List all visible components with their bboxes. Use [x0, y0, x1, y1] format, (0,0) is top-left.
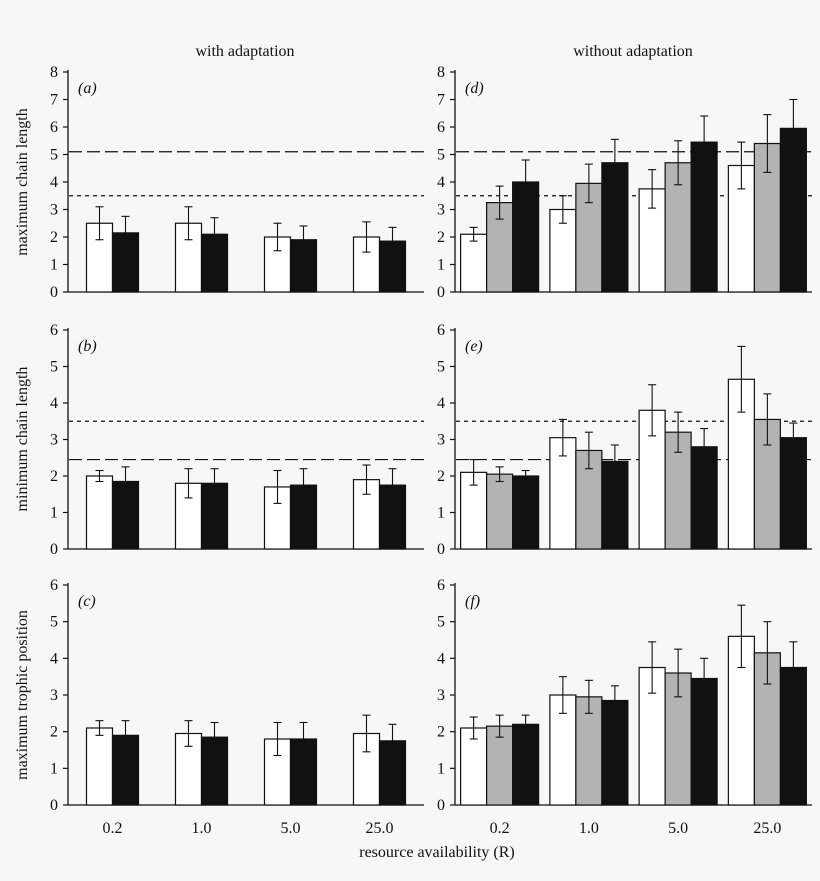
y-tick-label: 3 [50, 432, 58, 449]
panel-label: (b) [78, 338, 97, 355]
y-tick-label: 0 [50, 284, 58, 301]
y-tick-label: 4 [437, 650, 445, 667]
y-tick-label: 5 [437, 147, 445, 164]
y-tick-label: 0 [50, 541, 58, 558]
panel-e: 0 1 2 3 4 5 6 (e) [437, 322, 812, 558]
x-tick-label: 0.2 [103, 820, 123, 837]
y-tick-label: 1 [50, 505, 58, 522]
x-tick-label: 1.0 [192, 820, 212, 837]
y-tick-label: 1 [437, 257, 445, 274]
bar-black-250 [779, 437, 807, 550]
bar-grey-02 [486, 473, 514, 550]
y-tick-label: 6 [50, 119, 58, 136]
bar-white-10 [174, 482, 203, 550]
y-tick-label: 5 [437, 359, 445, 376]
y-tick-label: 1 [437, 505, 445, 522]
bar-white-02 [85, 475, 114, 550]
y-tick-label: 2 [437, 229, 445, 246]
panel-c: 0 1 2 3 4 5 6 (c) 0.2 1.0 5.0 25.0 [50, 577, 424, 837]
y-tick-label: 3 [437, 432, 445, 449]
bar-grey-02 [486, 725, 514, 806]
y-tick-label: 7 [50, 92, 58, 109]
y-tick-label: 5 [437, 614, 445, 631]
y-tick-label: 3 [50, 202, 58, 219]
y-tick-label: 3 [50, 687, 58, 704]
x-tick-label: 25.0 [753, 820, 781, 837]
y-tick-label: 2 [50, 229, 58, 246]
bar-white-02 [460, 233, 488, 293]
bar-white-02 [85, 727, 114, 806]
panel-label: (d) [465, 80, 484, 97]
y-label-row-1: maximum chain length [14, 108, 31, 256]
y-tick-label: 4 [437, 395, 445, 412]
y-tick-label: 6 [437, 577, 445, 594]
y-tick-label: 3 [437, 202, 445, 219]
y-tick-label: 0 [437, 797, 445, 814]
x-tick-label: 0.2 [490, 820, 510, 837]
y-tick-label: 1 [50, 257, 58, 274]
y-tick-label: 7 [437, 92, 445, 109]
y-tick-label: 2 [50, 724, 58, 741]
y-tick-label: 4 [50, 395, 58, 412]
y-tick-label: 1 [50, 760, 58, 777]
x-tick-label: 5.0 [281, 820, 301, 837]
panel-label: (c) [78, 593, 96, 610]
y-tick-label: 2 [50, 468, 58, 485]
bar-black-02 [512, 475, 540, 550]
panel-b: 0 1 2 3 4 5 6 (b) [50, 322, 424, 558]
y-tick-label: 5 [50, 614, 58, 631]
y-tick-label: 0 [437, 541, 445, 558]
y-tick-label: 0 [50, 797, 58, 814]
panel-label: (e) [465, 338, 483, 355]
panel-d: 0 1 2 3 4 5 6 7 8 (d) [437, 64, 812, 301]
y-tick-label: 6 [50, 577, 58, 594]
x-axis-label: resource availability (R) [359, 844, 515, 861]
bar-black-10 [601, 460, 629, 550]
y-tick-label: 6 [50, 322, 58, 339]
y-label-row-2: minimum chain length [14, 367, 31, 512]
panel-label: (a) [78, 80, 97, 97]
bar-black-50 [690, 677, 718, 806]
y-tick-label: 1 [437, 760, 445, 777]
y-tick-label: 8 [50, 64, 58, 81]
y-tick-label: 8 [437, 64, 445, 81]
y-tick-label: 0 [437, 284, 445, 301]
y-tick-label: 2 [437, 724, 445, 741]
bar-black-10 [601, 699, 629, 806]
y-tick-label: 4 [437, 174, 445, 191]
y-tick-label: 4 [50, 650, 58, 667]
y-label-row-3: maximum trophic position [14, 610, 31, 780]
y-tick-label: 6 [437, 119, 445, 136]
y-tick-label: 6 [437, 322, 445, 339]
y-tick-label: 3 [437, 687, 445, 704]
column-title-left: with adaptation [195, 43, 294, 60]
bar-white-02 [460, 727, 488, 806]
x-tick-label: 25.0 [366, 820, 394, 837]
bar-black-02 [512, 723, 540, 806]
column-title-right: without adaptation [573, 43, 693, 60]
y-tick-label: 4 [50, 174, 58, 191]
panel-a: 0 1 2 3 4 5 6 7 8 (a) [50, 64, 424, 301]
x-tick-label: 5.0 [668, 820, 688, 837]
panels-group: 0 1 2 3 4 5 6 7 8 (a) 0 1 2 3 4 5 6 (b) 0 1 2 3 4 5 6 (c) 0.2 1.0 5.… [50, 64, 812, 837]
panel-label: (f) [465, 593, 480, 610]
y-tick-label: 5 [50, 359, 58, 376]
y-tick-label: 2 [437, 468, 445, 485]
y-tick-label: 5 [50, 147, 58, 164]
x-tick-label: 1.0 [579, 820, 599, 837]
bar-black-10 [200, 233, 229, 293]
panel-f: 0 1 2 3 4 5 6 (f) 0.2 1.0 5.0 25.0 [437, 577, 812, 837]
bar-white-250 [352, 732, 381, 806]
